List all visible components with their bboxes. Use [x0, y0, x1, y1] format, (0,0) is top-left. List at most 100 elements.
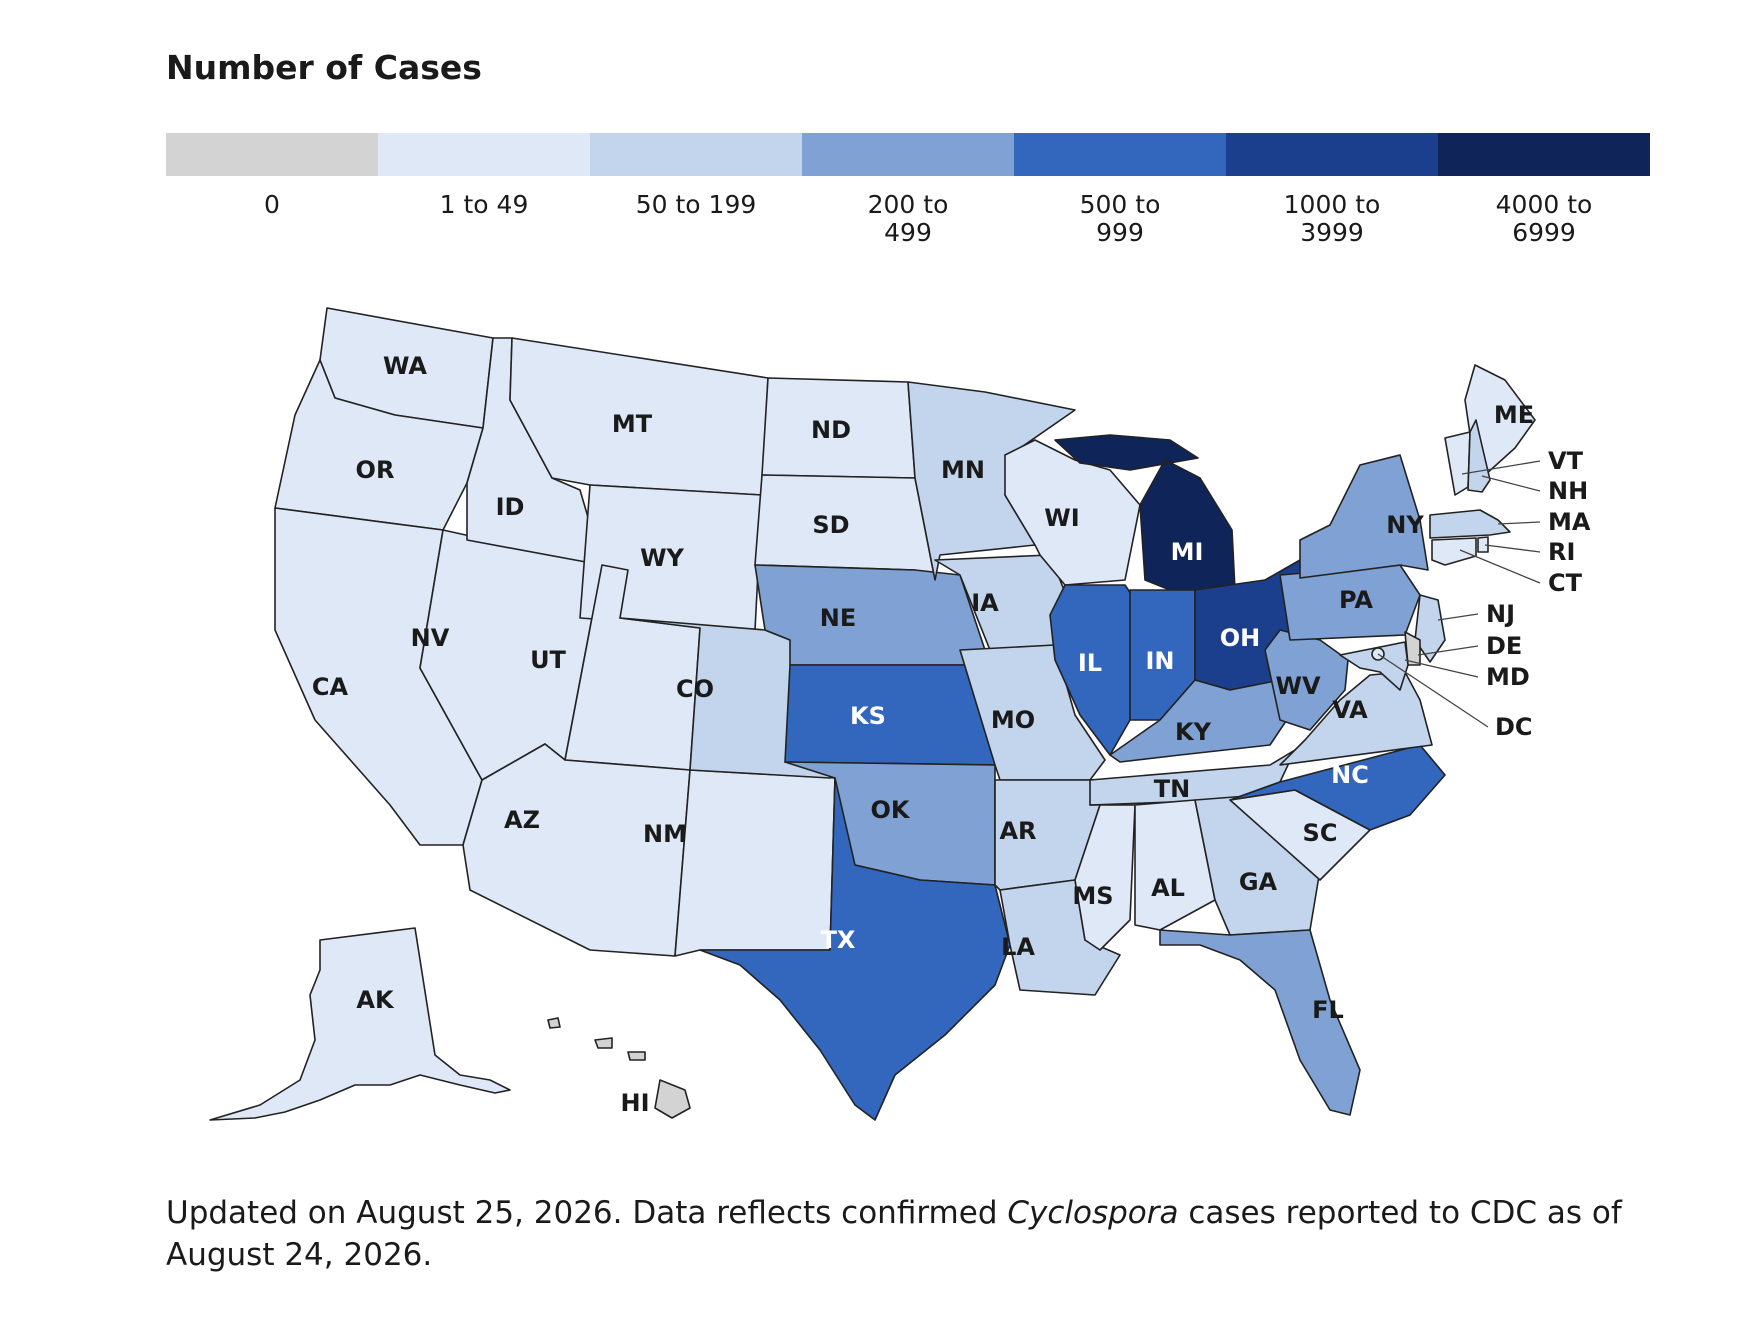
- state-label-tn: TN: [1154, 775, 1190, 803]
- legend-label: 0: [264, 190, 280, 219]
- state-label-ny: NY: [1386, 511, 1424, 539]
- legend-label: 200 to 499: [867, 190, 949, 247]
- state-label-il: IL: [1078, 649, 1102, 677]
- state-al[interactable]: [1134, 799, 1216, 931]
- state-label-de: DE: [1486, 632, 1522, 660]
- legend-swatch-500-999: [1014, 133, 1226, 176]
- legend-color-bar: [166, 133, 1650, 176]
- state-label-hi: HI: [620, 1089, 649, 1117]
- footer-prefix: Updated on August 25, 2026. Data reflect…: [166, 1195, 1008, 1231]
- state-label-wi: WI: [1044, 504, 1079, 532]
- us-choropleth-map: WA OR CA NV ID MT WY UT AZ NM CO ND SD NE KS OK TX MN IA MO…: [209, 307, 1591, 1121]
- state-label-ct: CT: [1548, 569, 1583, 597]
- state-label-dc: DC: [1495, 713, 1533, 741]
- legend-swatch-200-499: [802, 133, 1014, 176]
- state-label-sc: SC: [1303, 819, 1338, 847]
- state-label-md: MD: [1486, 663, 1530, 691]
- state-label-tx: TX: [821, 926, 856, 954]
- legend-swatch-0: [166, 133, 378, 176]
- state-label-mt: MT: [612, 410, 653, 438]
- state-fl[interactable]: [1159, 929, 1361, 1116]
- footer-italic: Cyclospora: [1007, 1195, 1179, 1231]
- state-label-mn: MN: [941, 456, 985, 484]
- state-label-or: OR: [356, 456, 395, 484]
- state-label-vt: VT: [1548, 447, 1584, 475]
- state-label-co: CO: [676, 675, 714, 703]
- state-label-nd: ND: [811, 416, 851, 444]
- state-label-ne: NE: [820, 604, 856, 632]
- state-label-mi: MI: [1171, 538, 1204, 566]
- state-label-wy: WY: [640, 544, 684, 572]
- state-ny[interactable]: [1299, 454, 1429, 579]
- state-vt[interactable]: [1444, 431, 1471, 496]
- state-label-ky: KY: [1175, 718, 1212, 746]
- state-nj[interactable]: [1414, 594, 1446, 663]
- state-label-me: ME: [1494, 401, 1534, 429]
- leader-line-ma: [1497, 521, 1541, 525]
- state-ks[interactable]: [784, 664, 996, 766]
- state-tx[interactable]: [699, 777, 1011, 1121]
- state-label-nm: NM: [643, 820, 687, 848]
- state-label-ca: CA: [312, 673, 349, 701]
- state-label-ri: RI: [1548, 538, 1575, 566]
- leader-line-ct: [1459, 549, 1541, 584]
- state-label-nh: NH: [1548, 477, 1588, 505]
- state-ma[interactable]: [1429, 509, 1511, 539]
- state-label-nv: NV: [411, 624, 450, 652]
- state-label-pa: PA: [1339, 586, 1373, 614]
- state-label-fl: FL: [1312, 996, 1344, 1024]
- legend-swatch-4000-6999: [1438, 133, 1650, 176]
- state-label-la: LA: [1001, 933, 1035, 961]
- state-label-ar: AR: [999, 817, 1036, 845]
- legend-swatch-1-49: [378, 133, 590, 176]
- state-ak[interactable]: [209, 927, 511, 1121]
- leader-line-ri: [1484, 544, 1541, 553]
- state-label-al: AL: [1151, 874, 1185, 902]
- legend-label: 4000 to 6999: [1495, 190, 1593, 247]
- state-ct[interactable]: [1431, 537, 1477, 566]
- leader-line-nj: [1437, 613, 1479, 621]
- state-mi[interactable]: [1054, 434, 1236, 601]
- leader-line-dc: [1377, 653, 1489, 728]
- state-ms[interactable]: [1074, 804, 1136, 951]
- legend-labels: 0 1 to 49 50 to 199 200 to 499 500 to 99…: [166, 191, 1650, 247]
- state-az[interactable]: [462, 743, 691, 957]
- state-label-nc: NC: [1331, 761, 1369, 789]
- footer-suffix: cases reported to CDC as of August 24, 2…: [166, 1195, 1622, 1273]
- legend-swatch-1000-3999: [1226, 133, 1438, 176]
- state-label-ms: MS: [1072, 882, 1113, 910]
- legend-label: 1000 to 3999: [1283, 190, 1381, 247]
- state-nm[interactable]: [674, 769, 836, 957]
- state-label-wv: WV: [1275, 672, 1320, 700]
- state-label-va: VA: [1332, 696, 1368, 724]
- state-label-ga: GA: [1239, 868, 1278, 896]
- state-ri[interactable]: [1477, 536, 1489, 553]
- state-label-ia: IA: [971, 589, 999, 617]
- state-label-sd: SD: [812, 511, 849, 539]
- legend-swatch-50-199: [590, 133, 802, 176]
- state-wv[interactable]: [1264, 629, 1349, 731]
- leader-line-vt: [1461, 460, 1541, 475]
- state-label-in: IN: [1145, 647, 1174, 675]
- state-label-nj: NJ: [1486, 600, 1515, 628]
- state-label-wa: WA: [383, 352, 427, 380]
- footer-note: Updated on August 25, 2026. Data reflect…: [166, 1192, 1656, 1276]
- state-label-ks: KS: [850, 702, 886, 730]
- state-ne[interactable]: [754, 564, 991, 666]
- state-label-id: ID: [496, 493, 525, 521]
- state-label-ok: OK: [871, 796, 911, 824]
- state-hi[interactable]: [547, 1017, 691, 1119]
- state-wi[interactable]: [1004, 439, 1141, 586]
- state-label-az: AZ: [504, 806, 540, 834]
- state-label-ma: MA: [1548, 508, 1591, 536]
- legend-title: Number of Cases: [166, 48, 482, 87]
- state-nh[interactable]: [1467, 419, 1491, 493]
- legend-label: 50 to 199: [635, 190, 757, 219]
- state-label-oh: OH: [1220, 624, 1261, 652]
- state-md[interactable]: [1339, 641, 1409, 691]
- state-label-mo: MO: [991, 706, 1035, 734]
- state-label-ut: UT: [530, 646, 566, 674]
- leader-line-nh: [1481, 475, 1541, 492]
- leader-line-md: [1404, 659, 1479, 678]
- state-nc[interactable]: [1229, 744, 1446, 831]
